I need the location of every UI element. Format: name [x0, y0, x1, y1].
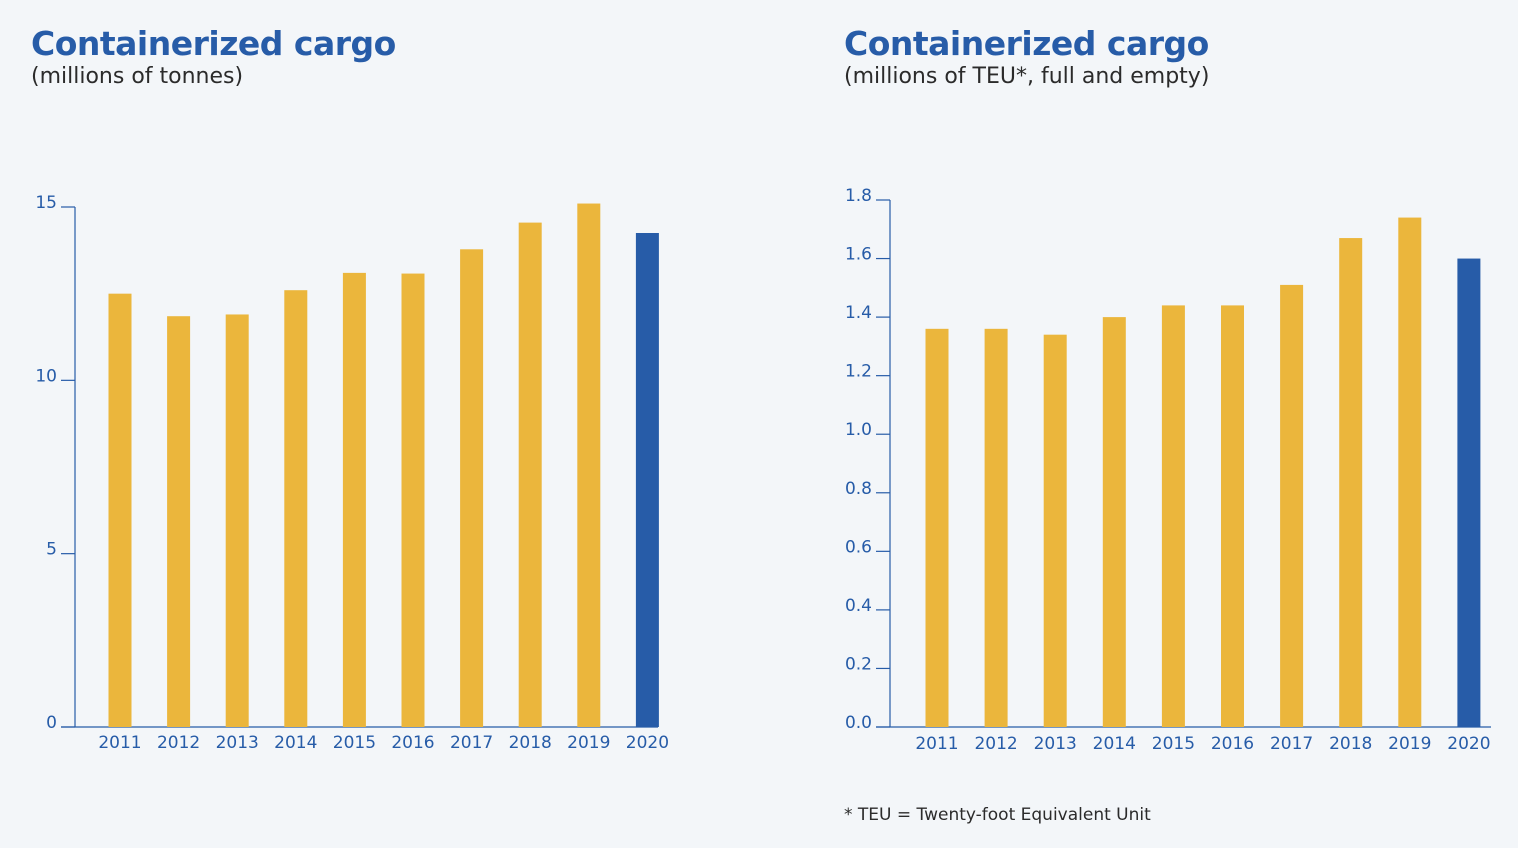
y-tick-label: 1.8 [845, 186, 872, 206]
bar-2014 [284, 290, 308, 727]
y-tick-label: 15 [35, 193, 57, 213]
x-tick-label: 2019 [1388, 734, 1431, 754]
x-tick-label: 2020 [1447, 734, 1490, 754]
bar-2018 [1339, 238, 1363, 728]
x-tick-label: 2011 [98, 733, 141, 753]
chart-subtitle: (millions of TEU*, full and empty) [844, 64, 1210, 89]
x-tick-label: 2011 [915, 734, 958, 754]
bar-chart-tonnes: 0 5 10 15 2011 2012 2013 2014 2015 2016 2017 2018 20… [35, 193, 669, 753]
bar-2012 [984, 328, 1008, 727]
x-tick-label: 2018 [509, 733, 552, 753]
footnote: * TEU = Twenty-foot Equivalent Unit [844, 805, 1151, 825]
bar-2017 [460, 249, 484, 727]
y-tick-label: 1.0 [845, 420, 872, 440]
x-tick-label: 2016 [1211, 734, 1254, 754]
x-tick-label: 2018 [1329, 734, 1372, 754]
x-tick-label: 2013 [1034, 734, 1077, 754]
bar-2016 [401, 273, 425, 727]
y-tick-label: 0.8 [845, 479, 872, 499]
bar-chart-teu: 0.0 0.2 0.4 0.6 0.8 1.0 1.2 1.4 1.6 1.8 2011 2012 20… [845, 186, 1491, 754]
x-tick-label: 2016 [391, 733, 434, 753]
bar-2019 [1398, 217, 1422, 728]
bar-2015 [342, 272, 366, 727]
bar-2011 [108, 293, 132, 727]
y-tick-label: 5 [46, 540, 57, 560]
bar-2013 [225, 314, 249, 727]
x-tick-label: 2012 [157, 733, 200, 753]
bar-2018 [518, 222, 542, 727]
x-tick-label: 2014 [1093, 734, 1136, 754]
x-tick-label: 2015 [333, 733, 376, 753]
y-tick-label: 0.2 [845, 654, 872, 674]
bar-2020 [635, 233, 659, 727]
y-tick-label: 1.2 [845, 362, 872, 382]
x-tick-label: 2015 [1152, 734, 1195, 754]
bar-2019 [577, 203, 601, 728]
chart-subtitle: (millions of tonnes) [31, 64, 244, 89]
bar-2016 [1221, 305, 1244, 727]
y-tick-label: 0.4 [845, 596, 872, 616]
chart-panel-tonnes: Containerized cargo (millions of tonnes)… [31, 24, 669, 753]
x-tick-label: 2013 [216, 733, 259, 753]
x-tick-label: 2019 [567, 733, 610, 753]
bar-2014 [1102, 317, 1126, 727]
x-tick-label: 2020 [626, 733, 669, 753]
bar-2013 [1043, 334, 1067, 727]
bar-2012 [167, 316, 191, 727]
y-tick-label: 1.6 [845, 245, 872, 265]
bar-2020 [1457, 258, 1481, 727]
y-tick-label: 1.4 [845, 303, 872, 323]
bar-2017 [1280, 284, 1304, 727]
y-tick-label: 0 [46, 713, 57, 733]
x-tick-label: 2017 [450, 733, 493, 753]
chart-title: Containerized cargo [844, 24, 1209, 63]
chart-panel-teu: Containerized cargo (millions of TEU*, f… [759, 0, 1518, 848]
x-tick-label: 2014 [274, 733, 317, 753]
y-tick-label: 10 [35, 366, 57, 386]
x-tick-label: 2012 [974, 734, 1017, 754]
y-tick-label: 0.0 [845, 713, 872, 733]
bar-2015 [1161, 305, 1185, 727]
x-tick-label: 2017 [1270, 734, 1313, 754]
chart-title: Containerized cargo [31, 24, 396, 63]
bar-2011 [925, 328, 949, 727]
y-tick-label: 0.6 [845, 537, 872, 557]
